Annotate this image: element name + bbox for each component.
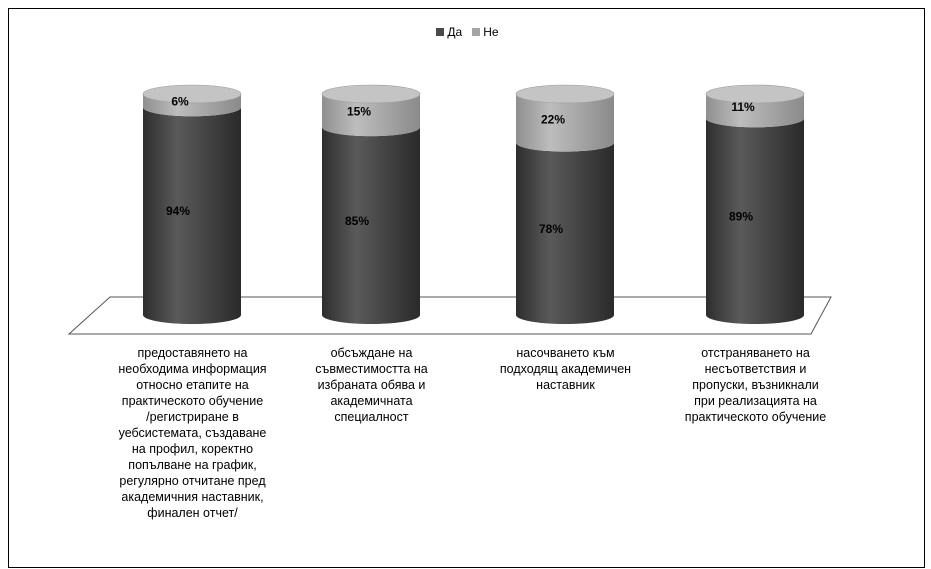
legend-swatch-ne <box>472 28 481 36</box>
legend-label-ne: Не <box>483 25 499 39</box>
bars-group: 94% 6% 85% 15% 78% 22% 89% 11% <box>142 84 805 325</box>
chart-frame: Да Не 94% 6% 85% 15% 78% 22% 89% 11% предоставя… <box>8 8 925 568</box>
value-label-da-3: 78% <box>539 222 563 236</box>
bar-da-3 <box>516 142 614 324</box>
bar-ne-4 <box>706 94 804 128</box>
bar-da-2 <box>322 127 420 325</box>
legend-swatch-da <box>436 28 445 36</box>
bar-cap-2 <box>321 84 421 104</box>
bar-cap-1 <box>142 84 242 104</box>
value-label-da-1: 94% <box>166 204 190 218</box>
value-label-ne-4: 11% <box>731 100 755 114</box>
value-label-ne-1: 6% <box>171 95 189 109</box>
category-label-4: отстраняването на несъответствия и пропу… <box>684 346 827 424</box>
category-label-2: обсъждане на съвместимостта на избраната… <box>315 346 428 424</box>
bar-da-4 <box>706 118 804 324</box>
bar-cap-3 <box>515 84 615 104</box>
plot-area: 94% 6% 85% 15% 78% 22% 89% 11% <box>67 84 832 335</box>
bar-ne-1 <box>143 94 241 117</box>
value-label-ne-2: 15% <box>347 105 371 119</box>
value-label-da-2: 85% <box>345 214 369 228</box>
bar-ne-2 <box>322 94 420 137</box>
value-label-ne-3: 22% <box>541 112 565 126</box>
legend: Да Не <box>9 25 926 39</box>
category-label-1: предоставянето на необходима информация … <box>118 346 267 520</box>
bar-cap-4 <box>705 84 805 104</box>
value-label-da-4: 89% <box>729 210 753 224</box>
legend-label-da: Да <box>447 25 463 39</box>
category-label-3: насочването към подходящ академичен наст… <box>499 346 632 392</box>
bar-ne-3 <box>516 94 614 152</box>
floor-plane <box>67 296 832 335</box>
bar-da-1 <box>143 107 241 324</box>
legend-item-ne: Не <box>472 25 499 39</box>
legend-item-da: Да <box>436 25 462 39</box>
